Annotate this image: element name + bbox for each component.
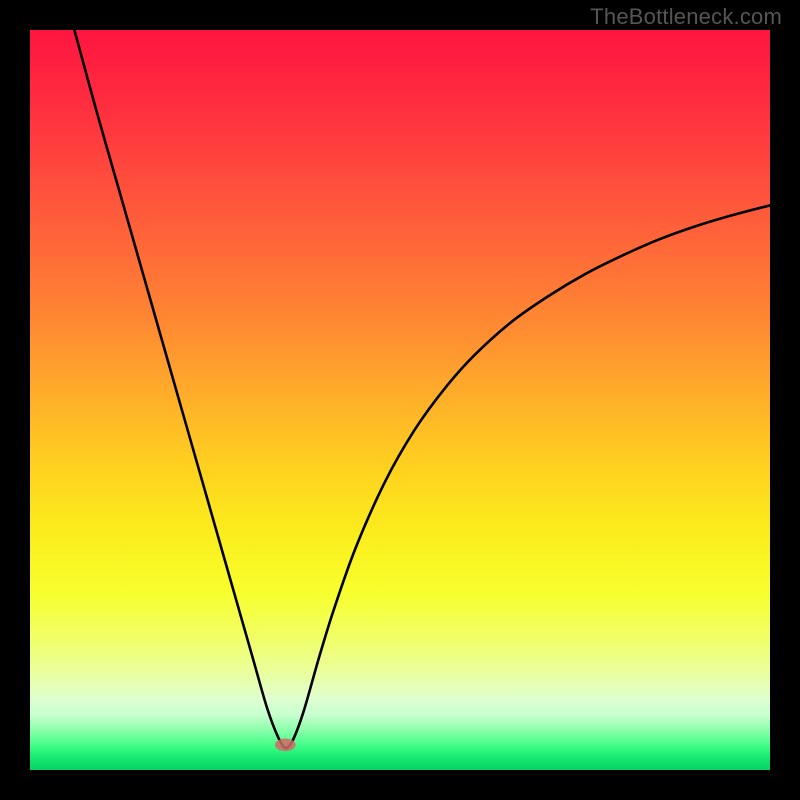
optimal-point-marker bbox=[275, 739, 296, 752]
plot-area bbox=[30, 30, 770, 770]
gradient-background bbox=[30, 30, 770, 770]
chart-svg bbox=[30, 30, 770, 770]
watermark-text: TheBottleneck.com bbox=[590, 4, 782, 30]
chart-frame: TheBottleneck.com bbox=[0, 0, 800, 800]
